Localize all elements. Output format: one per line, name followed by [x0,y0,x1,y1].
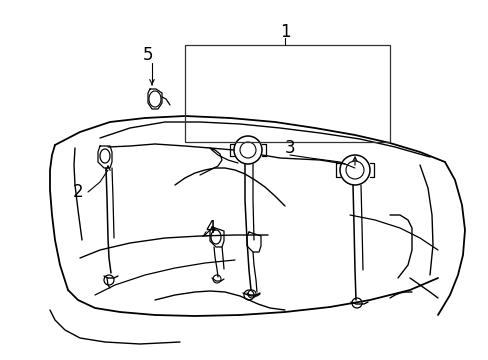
Text: 5: 5 [142,46,153,64]
Text: 1: 1 [279,23,290,41]
Text: 2: 2 [73,183,83,201]
Text: 3: 3 [284,139,295,157]
Text: 4: 4 [204,219,215,237]
